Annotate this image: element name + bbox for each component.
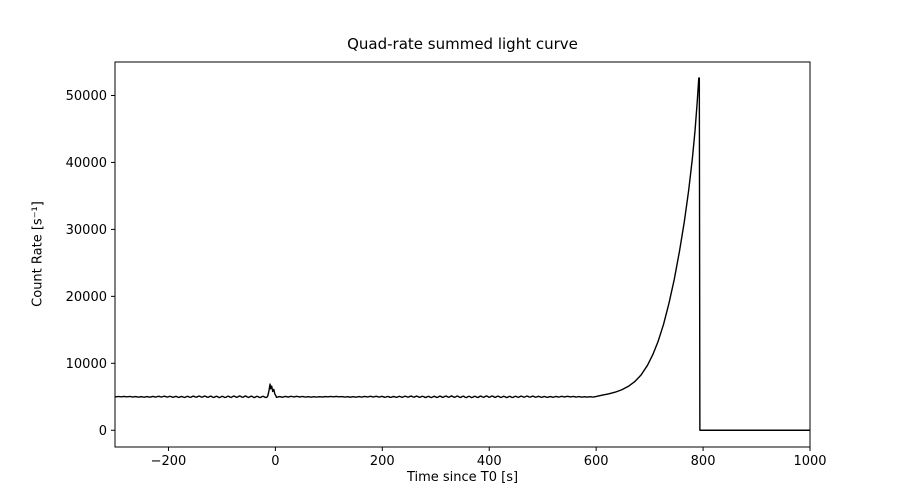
light-curve-line <box>114 77 810 431</box>
y-ticks <box>111 94 115 431</box>
plot-title: Quad-rate summed light curve <box>347 35 578 53</box>
y-tick-label: 30000 <box>66 223 107 238</box>
x-tick-label: 1000 <box>793 454 826 469</box>
x-tick-label: 400 <box>477 454 502 469</box>
x-axis-label: Time since T0 [s] <box>406 470 519 485</box>
x-tick-labels: −200 0 200 400 600 800 1000 <box>151 454 827 469</box>
y-tick-label: 40000 <box>66 156 107 171</box>
y-axis-label: Count Rate [s⁻¹] <box>30 201 46 307</box>
y-tick-label: 50000 <box>66 89 107 104</box>
x-tick-label: 800 <box>691 454 716 469</box>
y-tick-label: 20000 <box>66 290 107 305</box>
x-tick-label: 200 <box>370 454 395 469</box>
y-tick-label: 10000 <box>66 357 107 372</box>
y-tick-labels: 0 10000 20000 30000 40000 50000 <box>66 89 107 439</box>
x-tick-label: 600 <box>584 454 609 469</box>
plot-border <box>114 61 811 448</box>
x-tick-label: −200 <box>151 454 187 469</box>
x-tick-label: 0 <box>271 454 279 469</box>
x-ticks <box>167 447 811 451</box>
y-tick-label: 0 <box>99 424 107 439</box>
